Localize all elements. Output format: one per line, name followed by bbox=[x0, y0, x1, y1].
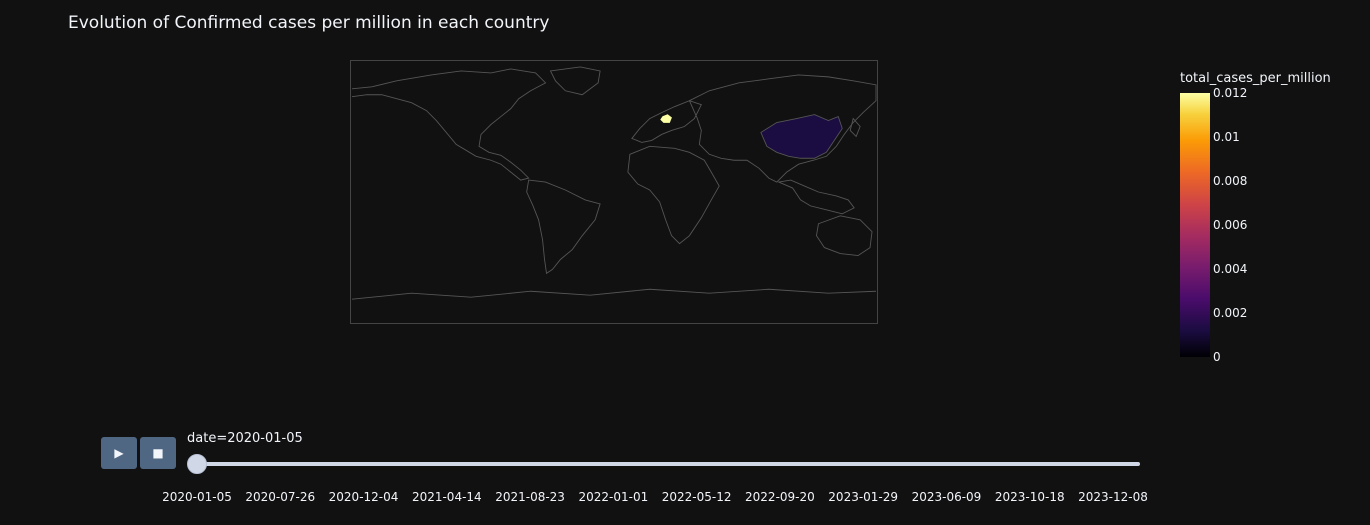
europe-outline bbox=[631, 100, 702, 143]
colorbar-tick: 0.012 bbox=[1213, 86, 1248, 100]
world-map[interactable] bbox=[350, 60, 878, 324]
stop-button[interactable]: ■ bbox=[140, 437, 176, 469]
germany-region bbox=[660, 114, 672, 123]
africa-outline bbox=[627, 145, 720, 245]
antarctica-outline bbox=[351, 288, 877, 300]
slider-tick-label[interactable]: 2021-04-14 bbox=[411, 490, 482, 504]
greenland-outline bbox=[549, 66, 601, 96]
japan-outline bbox=[849, 117, 861, 138]
colorbar-tick: 0 bbox=[1213, 350, 1221, 364]
slider-tick-label[interactable]: 2021-08-23 bbox=[495, 490, 565, 504]
play-button[interactable]: ▶ bbox=[101, 437, 137, 469]
slider-tick-label[interactable]: 2022-05-12 bbox=[661, 490, 732, 504]
colorbar-gradient bbox=[1180, 93, 1210, 357]
colorbar-tick: 0.006 bbox=[1213, 218, 1248, 232]
slider-tick-label[interactable]: 2023-06-09 bbox=[911, 490, 982, 504]
slider-tick-label[interactable]: 2023-10-18 bbox=[994, 490, 1065, 504]
colorbar-tick: 0.008 bbox=[1213, 174, 1248, 188]
colorbar-title: total_cases_per_million bbox=[1180, 71, 1331, 86]
date-slider-rail[interactable] bbox=[197, 462, 1140, 466]
southeast-asia-outline bbox=[777, 179, 855, 215]
slider-tick-label[interactable]: 2023-12-08 bbox=[1078, 490, 1148, 504]
australia-outline bbox=[815, 215, 873, 256]
slider-tick-label[interactable]: 2020-01-05 bbox=[162, 490, 232, 504]
colorbar-tick: 0.01 bbox=[1213, 130, 1240, 144]
chart-title: Evolution of Confirmed cases per million… bbox=[68, 13, 550, 33]
slider-current-label: date=2020-01-05 bbox=[187, 431, 303, 446]
slider-tick-label[interactable]: 2022-01-01 bbox=[578, 490, 649, 504]
colorbar-tick: 0.002 bbox=[1213, 306, 1248, 320]
world-map-svg bbox=[351, 66, 877, 300]
slider-tick-label[interactable]: 2023-01-29 bbox=[828, 490, 899, 504]
north-america-outline bbox=[351, 68, 547, 181]
asia-outline bbox=[688, 74, 877, 183]
play-icon: ▶ bbox=[114, 446, 124, 460]
stop-icon: ■ bbox=[152, 446, 164, 460]
slider-tick-label[interactable]: 2020-12-04 bbox=[328, 490, 399, 504]
south-america-outline bbox=[526, 179, 601, 275]
china-region bbox=[760, 114, 843, 159]
date-slider-handle[interactable] bbox=[187, 454, 207, 474]
colorbar-tick: 0.004 bbox=[1213, 262, 1248, 276]
slider-tick-label[interactable]: 2022-09-20 bbox=[745, 490, 815, 504]
slider-tick-label[interactable]: 2020-07-26 bbox=[245, 490, 316, 504]
